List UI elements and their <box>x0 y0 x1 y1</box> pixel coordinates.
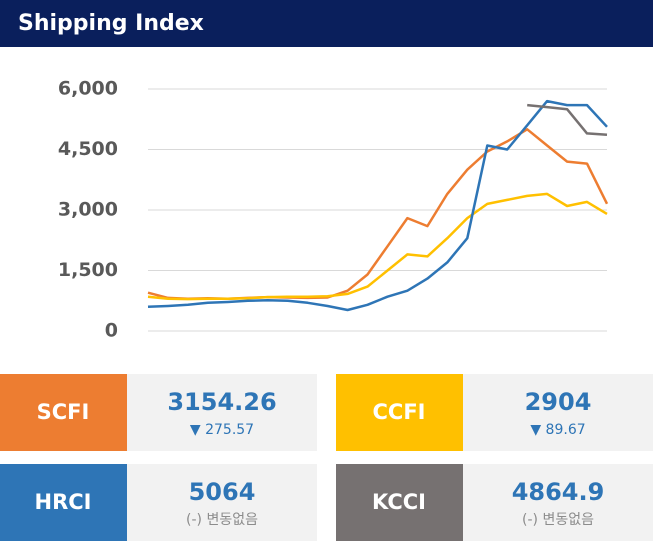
series-line <box>147 99 608 312</box>
card-value: 3154.26 <box>167 388 276 416</box>
card-name: CCFI <box>373 400 426 424</box>
card-value: 5064 <box>189 478 256 506</box>
card-label-bg <box>0 464 127 541</box>
card-change: ▼ 275.57 <box>190 422 254 438</box>
card-value-bg <box>463 374 653 451</box>
card-change: (-) 변동없음 <box>186 512 258 528</box>
header-title: Shipping Index <box>18 11 204 36</box>
card-label-bg <box>0 374 127 451</box>
y-tick-label: 1,500 <box>58 259 118 281</box>
y-tick-label: 0 <box>105 320 118 342</box>
card-change: ▼ 89.67 <box>530 422 585 438</box>
card-label-bg <box>336 374 463 451</box>
series-line <box>147 192 608 301</box>
card-name: HRCI <box>35 490 92 514</box>
card-value-bg <box>463 464 653 541</box>
card-name: SCFI <box>37 400 90 424</box>
card-value-bg <box>127 374 317 451</box>
series-line <box>527 103 608 137</box>
y-tick-label: 6,000 <box>58 78 118 100</box>
card-value: 4864.9 <box>512 478 605 506</box>
header-bar <box>0 0 653 47</box>
y-tick-label: 4,500 <box>58 138 118 160</box>
card-change: (-) 변동없음 <box>522 512 594 528</box>
card-name: KCCI <box>372 490 426 514</box>
card-value: 2904 <box>525 388 592 416</box>
card-label-bg <box>336 464 463 541</box>
y-tick-label: 3,000 <box>58 199 118 221</box>
series-line <box>147 128 609 300</box>
card-value-bg <box>127 464 317 541</box>
